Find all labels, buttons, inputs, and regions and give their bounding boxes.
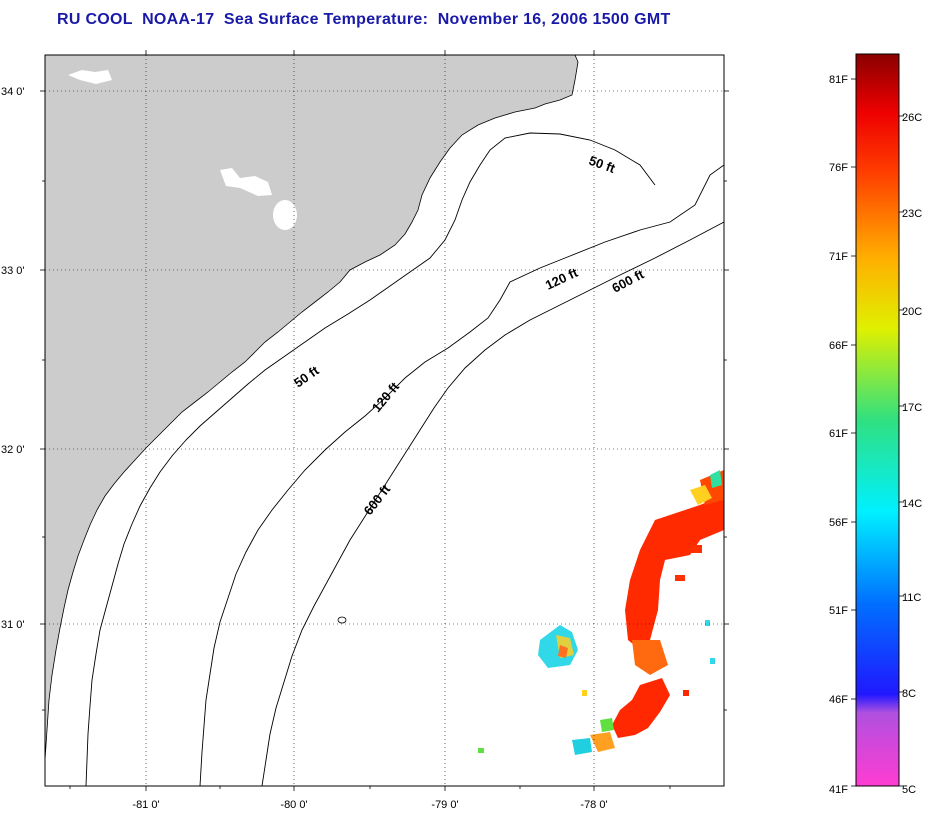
contour-600ft (261, 221, 724, 786)
colorbar-label-c: 14C (902, 498, 922, 510)
map-frame (44, 54, 725, 787)
colorbar-label-c: 17C (902, 402, 922, 414)
inland-lake (273, 200, 297, 230)
colorbar-label-f: 81F (829, 74, 848, 86)
colorbar-label-f: 66F (829, 340, 848, 352)
colorbar-label-f: 56F (829, 517, 848, 529)
colorbar-label-f: 46F (829, 694, 848, 706)
lon-label: -79 0' (431, 799, 458, 811)
contour-120ft (199, 164, 724, 786)
sst-data (478, 470, 724, 755)
colorbar-label-f: 76F (829, 162, 848, 174)
colorbar-label-c: 20C (902, 306, 922, 318)
colorbar-label-c: 8C (902, 688, 916, 700)
land-mass (45, 55, 579, 786)
colorbar-label-f: 51F (829, 605, 848, 617)
lon-label: -78 0' (580, 799, 607, 811)
colorbar-label-c: 23C (902, 208, 922, 220)
colorbar-label-f: 41F (829, 784, 848, 796)
lon-label: -81 0' (132, 799, 159, 811)
colorbar-label-c: 26C (902, 112, 922, 124)
inland-lake (68, 70, 112, 84)
lat-label: 31 0' (1, 619, 25, 631)
lat-label: 34 0' (1, 86, 25, 98)
lat-label: 33 0' (1, 265, 25, 277)
lat-label: 32 0' (1, 444, 25, 456)
colorbar-label-f: 61F (829, 428, 848, 440)
colorbar-label-c: 5C (902, 784, 916, 796)
lon-label: -80 0' (280, 799, 307, 811)
contour-50ft (85, 132, 656, 786)
colorbar-label-c: 11C (902, 592, 921, 604)
inland-lake (220, 168, 272, 196)
colorbar-label-f: 71F (829, 251, 848, 263)
colorbar (855, 53, 900, 787)
page-title: RU COOL NOAA-17 Sea Surface Temperature:… (57, 11, 671, 28)
